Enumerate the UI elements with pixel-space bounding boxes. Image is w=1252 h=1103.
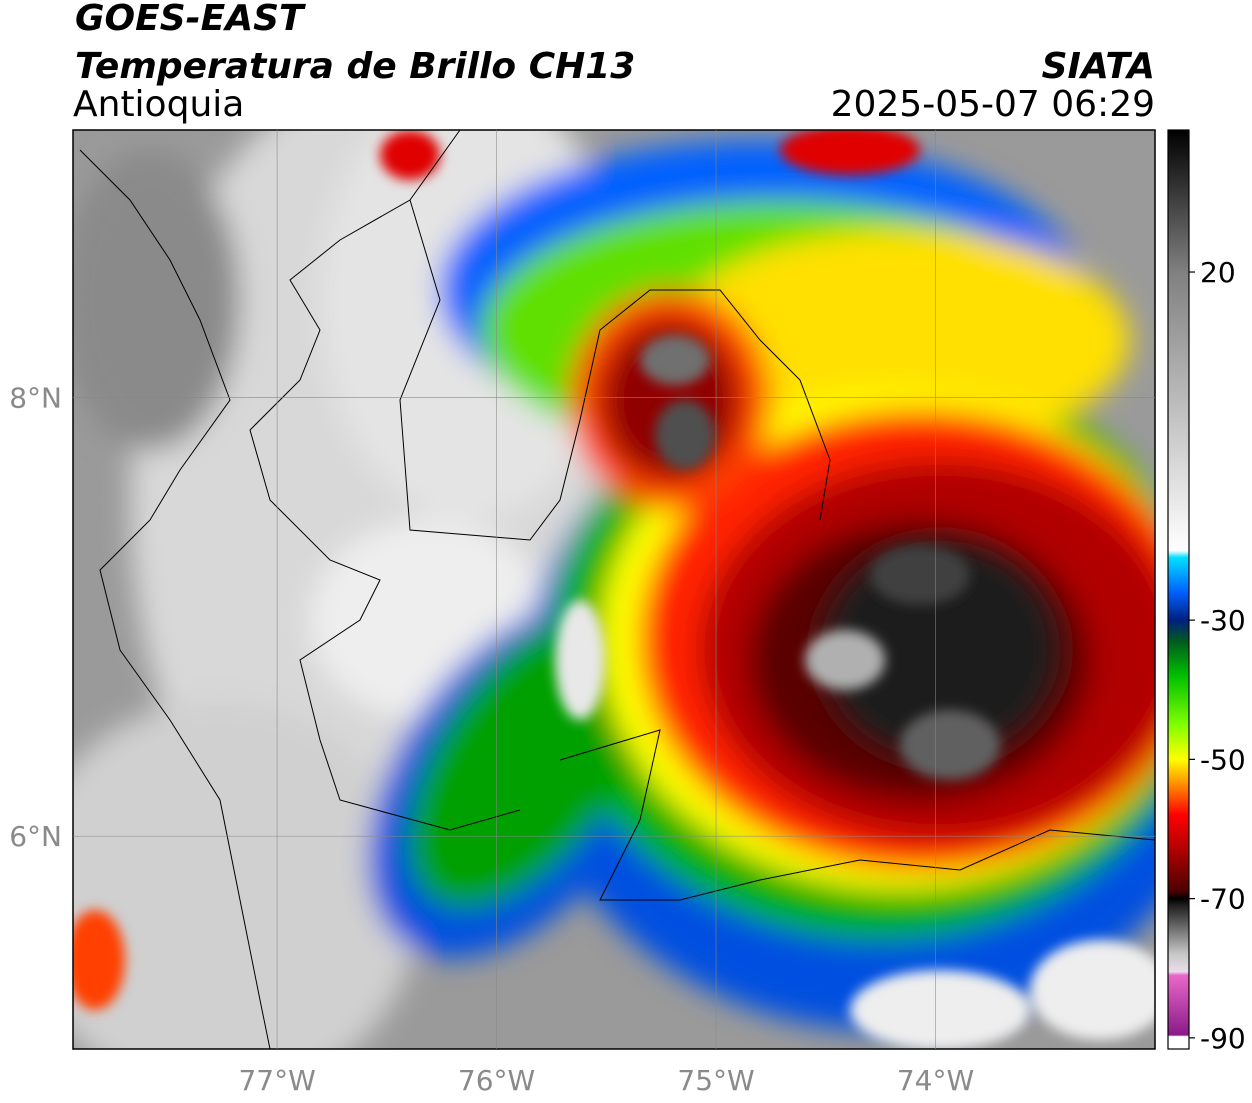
colorbar — [1167, 129, 1190, 1050]
colorbar-tick-label: 20 — [1200, 256, 1236, 289]
x-tick-label: 77°W — [238, 1064, 315, 1097]
region: Antioquia — [73, 84, 244, 125]
satellite-image — [73, 130, 1155, 1049]
colorbar-tick-label: -30 — [1200, 604, 1246, 637]
colorbar-tick-label: -70 — [1200, 883, 1246, 916]
y-tick-label: 6°N — [9, 820, 62, 853]
colorbar-tick-label: -90 — [1200, 1022, 1246, 1055]
x-tick-label: 75°W — [677, 1064, 754, 1097]
x-tick-label: 74°W — [897, 1064, 974, 1097]
subtitle: Temperatura de Brillo CH13 — [75, 46, 635, 87]
x-tick-label: 76°W — [458, 1064, 535, 1097]
datetime: 2025-05-07 06:29 — [831, 84, 1155, 125]
y-tick-label: 8°N — [9, 382, 62, 415]
source: SIATA — [1042, 46, 1155, 87]
colorbar-tick-label: -50 — [1200, 743, 1246, 776]
map-frame — [72, 129, 1156, 1050]
title: GOES-EAST — [75, 0, 306, 39]
